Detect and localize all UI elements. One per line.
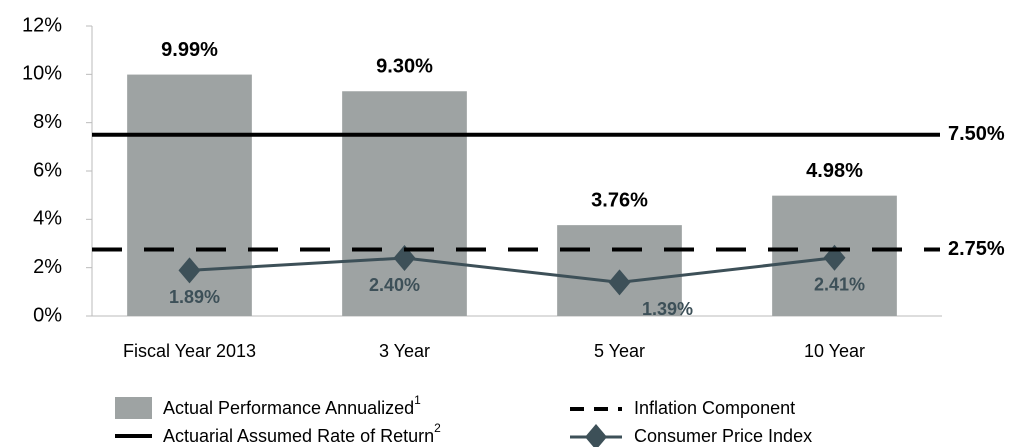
x-tick-label: Fiscal Year 2013 xyxy=(123,341,256,361)
y-tick-label: 2% xyxy=(33,256,62,278)
reference-label: 2.75% xyxy=(948,238,1005,260)
legend-footnote: 1 xyxy=(414,393,421,407)
bar-value-label: 3.76% xyxy=(591,189,648,211)
legend-footnote: 2 xyxy=(434,421,441,435)
y-tick-label: 4% xyxy=(33,208,62,230)
legend-entry: Inflation Component xyxy=(634,398,795,418)
y-tick-label: 6% xyxy=(33,159,62,181)
bar-value-label: 9.99% xyxy=(161,39,218,61)
cpi-value-label: 1.39% xyxy=(642,299,693,319)
cpi-value-label: 1.89% xyxy=(169,287,220,307)
cpi-line xyxy=(189,256,835,284)
x-tick-label: 5 Year xyxy=(594,341,645,361)
legend-swatch xyxy=(115,397,152,419)
cpi-marker xyxy=(178,257,201,284)
legend-entry: Actual Performance Annualized1 xyxy=(163,393,421,418)
y-tick-label: 12% xyxy=(22,14,62,36)
cpi-value-label: 2.41% xyxy=(814,275,865,295)
legend-swatch xyxy=(585,424,607,447)
reference-label: 7.50% xyxy=(948,123,1005,145)
legend-entry: Consumer Price Index xyxy=(634,426,812,446)
x-tick-label: 10 Year xyxy=(804,341,865,361)
bar-value-label: 9.30% xyxy=(376,56,433,78)
legend-text: Actual Performance Annualized xyxy=(163,398,414,418)
y-tick-label: 8% xyxy=(33,111,62,133)
cpi-marker xyxy=(608,269,631,296)
bar xyxy=(342,91,467,316)
y-tick-label: 10% xyxy=(22,63,62,85)
legend-text: Inflation Component xyxy=(634,398,795,418)
cpi-value-label: 2.40% xyxy=(369,275,420,295)
legend-text: Actuarial Assumed Rate of Return xyxy=(163,426,434,446)
bar-value-label: 4.98% xyxy=(806,160,863,182)
y-tick-label: 0% xyxy=(33,304,62,326)
x-tick-label: 3 Year xyxy=(379,341,430,361)
legend-entry: Actuarial Assumed Rate of Return2 xyxy=(163,421,441,446)
legend-text: Consumer Price Index xyxy=(634,426,812,446)
